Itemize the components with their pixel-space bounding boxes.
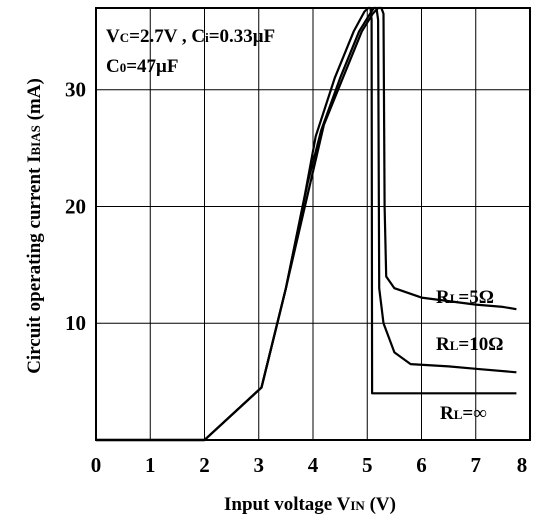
series-line-2 (96, 6, 517, 442)
y-axis-label: Circuit operating current IBIAS (mA) (24, 78, 45, 374)
plot-frame (95, 7, 531, 441)
y-tick-label: 20 (65, 194, 86, 218)
x-tick-label: 5 (362, 453, 373, 477)
condition-annotation-line1: VC=2.7V , Ci=0.33μF (106, 26, 275, 47)
y-tick-label: 10 (65, 311, 86, 335)
series-label-rl-10ohm: RL=10Ω (436, 334, 503, 355)
y-tick-labels: 10 20 30 (65, 78, 86, 336)
x-tick-label: 0 (91, 453, 102, 477)
condition-annotation-line2: C0=47μF (106, 56, 178, 77)
x-tick-label: 8 (517, 453, 528, 477)
x-tick-label: 1 (145, 453, 156, 477)
x-tick-label: 4 (308, 453, 319, 477)
x-tick-labels: 0 1 2 3 4 5 6 7 8 (91, 453, 528, 477)
x-tick-label: 3 (254, 453, 265, 477)
x-tick-label: 6 (416, 453, 427, 477)
series-label-rl-5ohm: RL=5Ω (436, 287, 494, 308)
series-label-rl-infinity: RL=∞ (440, 403, 487, 424)
x-tick-label: 2 (199, 453, 210, 477)
x-axis-label: Input voltage VIN (V) (224, 494, 396, 515)
x-tick-label: 7 (471, 453, 482, 477)
grid-lines (96, 8, 530, 440)
y-tick-label: 30 (65, 78, 86, 102)
